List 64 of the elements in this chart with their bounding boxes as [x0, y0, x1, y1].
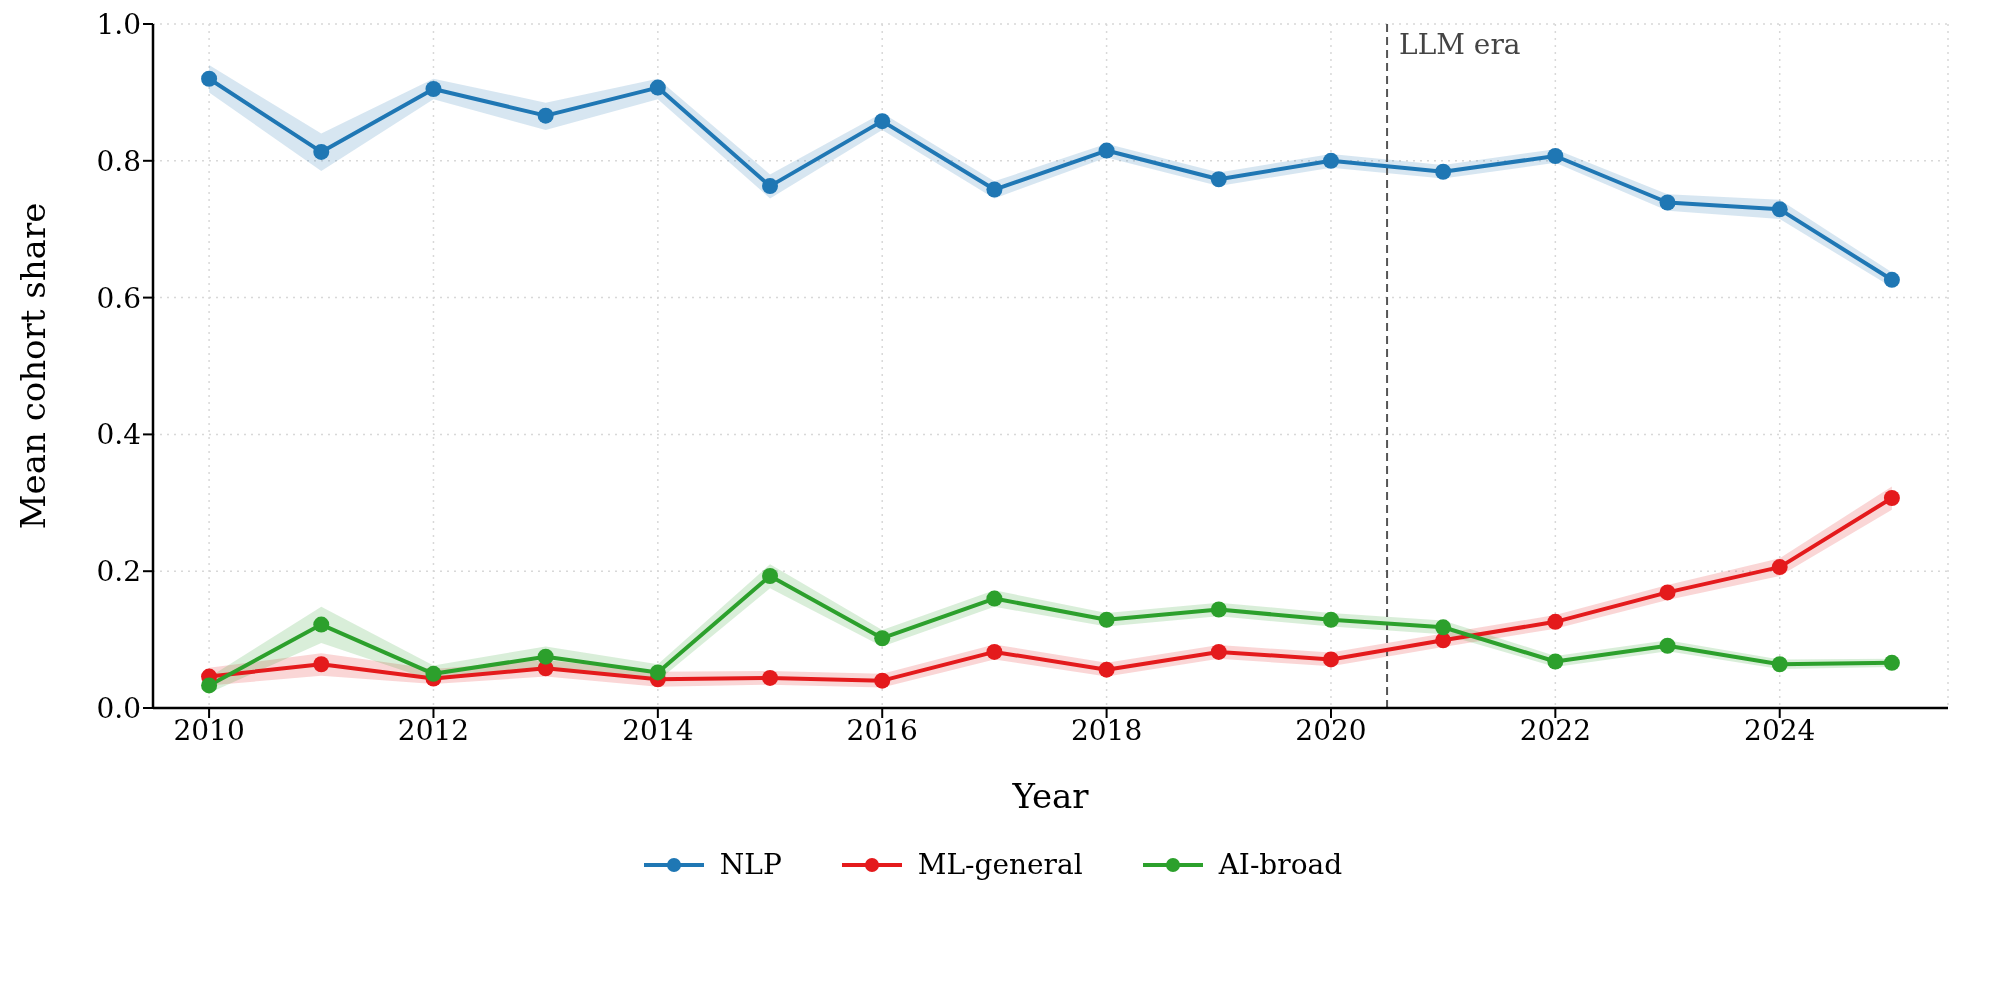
point [537, 648, 554, 665]
point [1210, 601, 1227, 618]
point [1659, 637, 1676, 654]
point [874, 672, 891, 689]
point [1771, 559, 1788, 576]
point [1435, 632, 1452, 649]
ref-line-label: LLM era [1399, 28, 1521, 61]
x-tick-label: 2014 [622, 713, 694, 747]
point [1547, 613, 1564, 630]
point [201, 70, 218, 87]
y-tick-label: 0.0 [96, 691, 141, 725]
point [1210, 643, 1227, 660]
point [1771, 201, 1788, 218]
point [762, 567, 779, 584]
y-tick-label: 0.8 [96, 144, 141, 178]
y-tick-label: 0.4 [96, 418, 141, 452]
point [1322, 651, 1339, 668]
y-tick-label: 0.6 [96, 281, 141, 315]
point [425, 665, 442, 682]
point [1210, 171, 1227, 188]
point [649, 79, 666, 96]
point [1659, 584, 1676, 601]
point [1547, 653, 1564, 670]
point [313, 616, 330, 633]
point [1098, 661, 1115, 678]
point [1547, 148, 1564, 165]
point [1771, 656, 1788, 673]
point [874, 113, 891, 130]
point [986, 590, 1003, 607]
x-axis-title: Year [1011, 776, 1090, 816]
point [1435, 619, 1452, 636]
point [762, 669, 779, 686]
point [1098, 611, 1115, 628]
point [874, 630, 891, 647]
x-tick-label: 2018 [1070, 713, 1143, 747]
x-tick-label: 2022 [1519, 713, 1591, 747]
x-tick-label: 2010 [173, 713, 245, 747]
x-tick-label: 2024 [1744, 713, 1816, 747]
point [1883, 271, 1900, 288]
point [649, 664, 666, 681]
point [537, 107, 554, 124]
legend-label: ML-general [917, 848, 1083, 881]
x-tick-label: 2020 [1295, 713, 1367, 747]
point [313, 656, 330, 673]
point [1322, 152, 1339, 169]
legend-label: AI-broad [1218, 848, 1343, 881]
x-tick-label: 2016 [846, 713, 918, 747]
point [201, 677, 218, 694]
point [1883, 654, 1900, 671]
legend-label: NLP [719, 848, 782, 881]
point [1322, 611, 1339, 628]
point [1098, 142, 1115, 159]
point [986, 643, 1003, 660]
point [986, 181, 1003, 198]
point [313, 143, 330, 160]
point [425, 80, 442, 97]
point [1659, 194, 1676, 211]
y-tick-label: 1.0 [96, 7, 141, 41]
y-tick-label: 0.2 [96, 555, 141, 589]
y-axis-title: Mean cohort share [13, 202, 54, 530]
point [762, 178, 779, 195]
point [1435, 163, 1452, 180]
point [1883, 490, 1900, 507]
x-tick-label: 2012 [397, 713, 470, 747]
